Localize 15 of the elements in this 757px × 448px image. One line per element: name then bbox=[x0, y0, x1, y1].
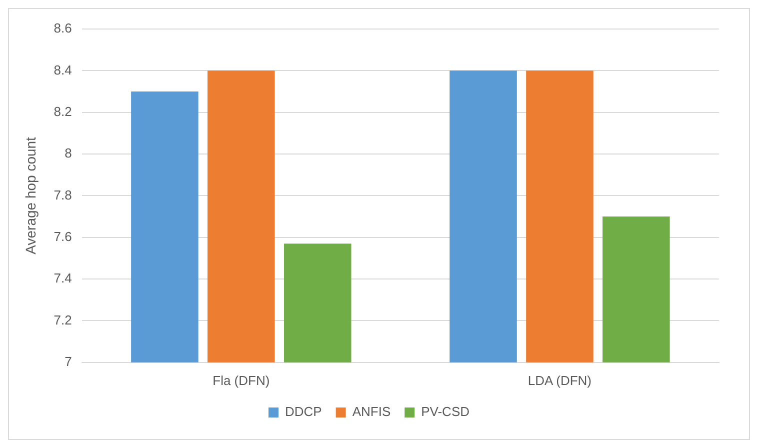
y-tick-label: 7.8 bbox=[54, 187, 72, 202]
y-tick-label: 7 bbox=[64, 354, 72, 369]
y-tick-label: 7.6 bbox=[54, 228, 72, 244]
legend-label: PV-CSD bbox=[421, 404, 470, 420]
y-axis-title: Average hop count bbox=[22, 136, 38, 254]
legend-label: ANFIS bbox=[352, 404, 391, 420]
legend-label: DDCP bbox=[284, 404, 322, 420]
x-tick-label: Fla (DFN) bbox=[212, 372, 270, 388]
y-tick-label: 7.2 bbox=[54, 312, 72, 328]
y-tick-label: 8.2 bbox=[54, 104, 72, 119]
y-tick-label: 8 bbox=[64, 146, 72, 161]
y-tick-label: 8.6 bbox=[54, 20, 72, 36]
x-tick-label: LDA (DFN) bbox=[528, 372, 592, 388]
y-tick-label: 7.4 bbox=[54, 270, 72, 286]
y-tick-label: 8.4 bbox=[54, 62, 72, 78]
